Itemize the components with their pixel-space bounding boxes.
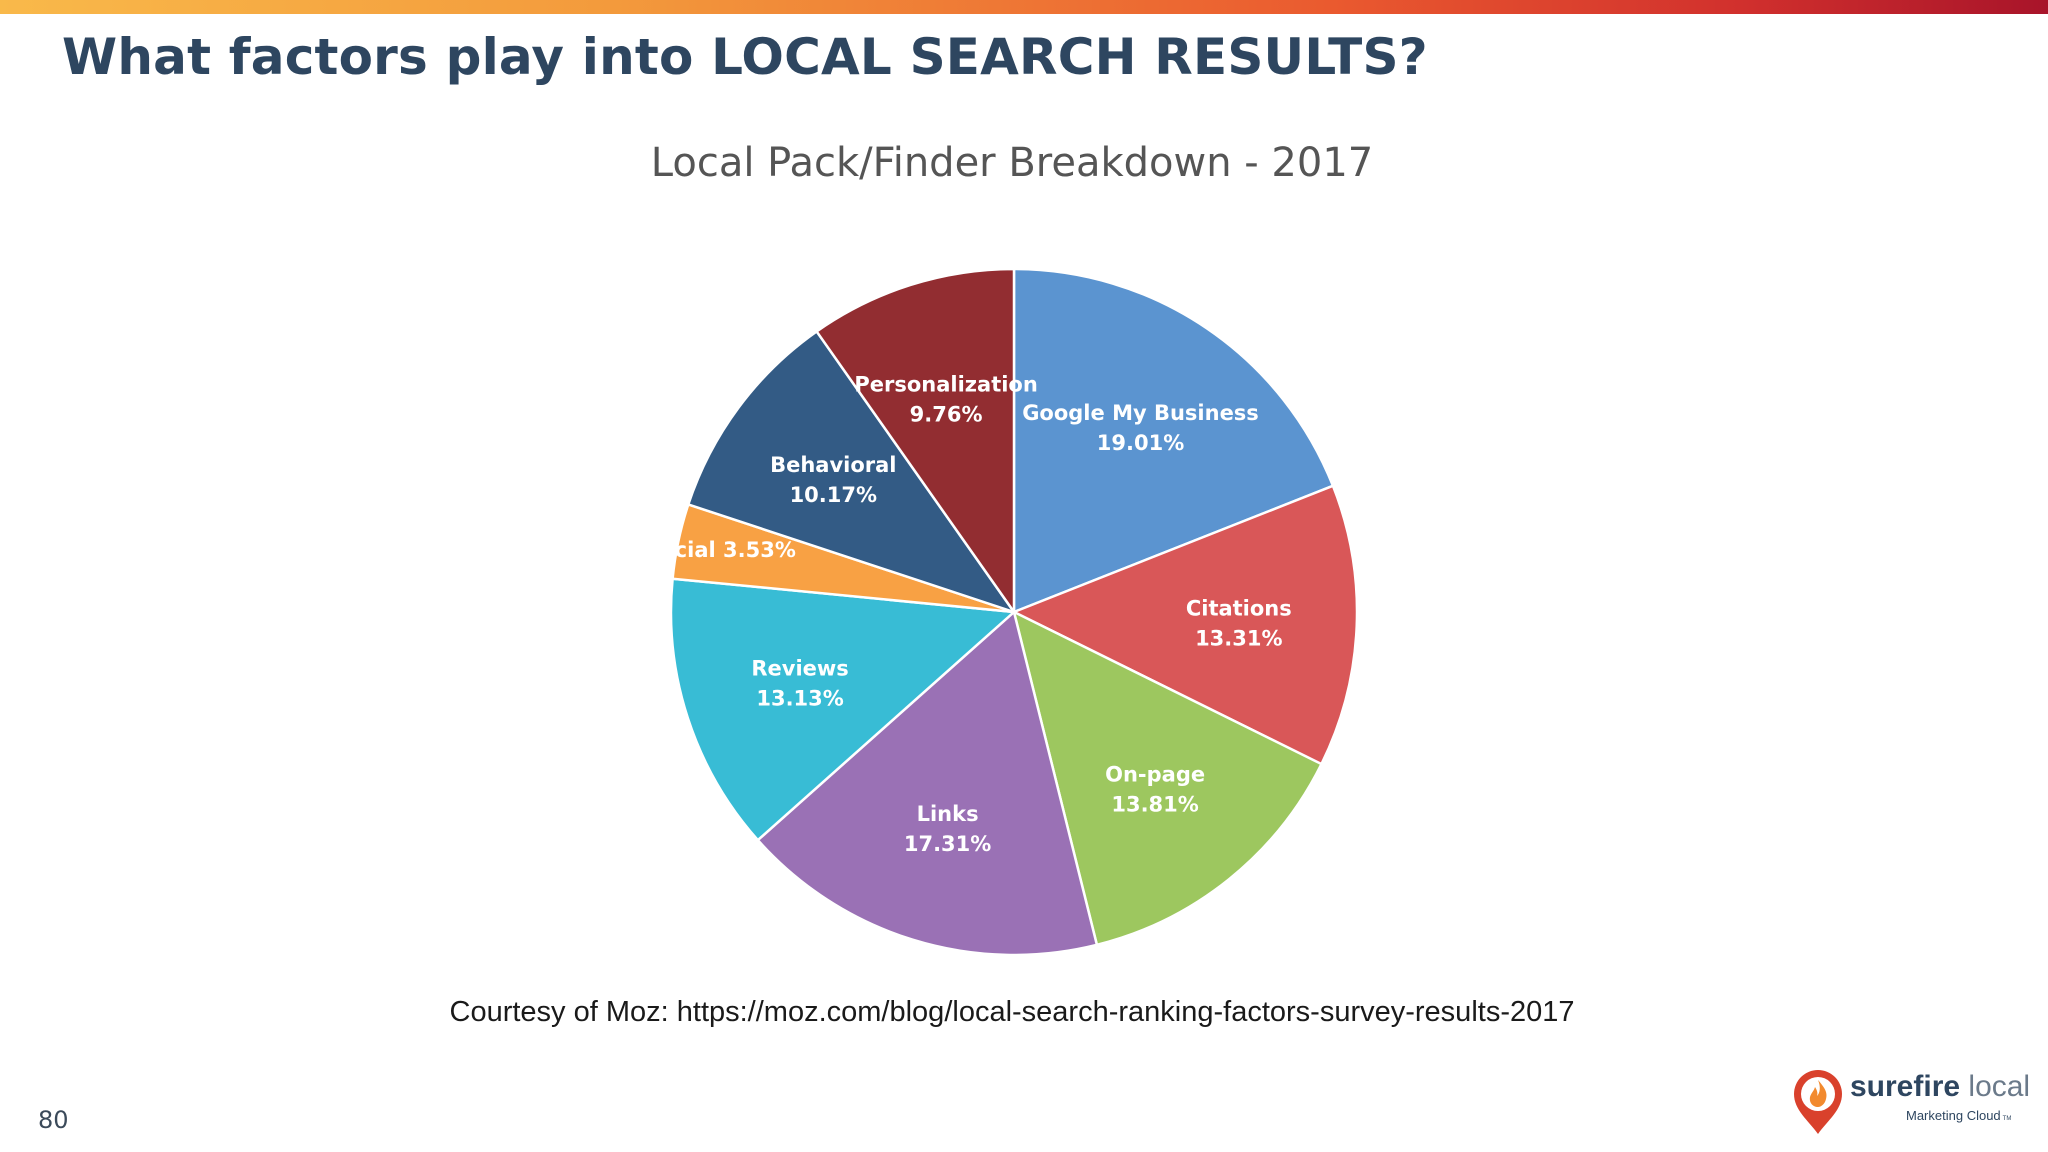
pie-slice-reviews (669, 577, 1016, 842)
slice-value-citations: 13.31% (1195, 626, 1282, 650)
slice-value-links: 17.31% (904, 832, 991, 856)
slice-value-reviews: 13.13% (756, 687, 843, 711)
page-number: 80 (38, 1106, 69, 1134)
pie-slice-behavioral (687, 330, 1016, 614)
slice-label-on-page: On-page (1105, 762, 1205, 786)
slice-value-behavioral: 10.17% (790, 483, 877, 507)
source-credit: Courtesy of Moz: https://moz.com/blog/lo… (449, 996, 1575, 1028)
logo-tagline: Marketing Cloud TM (1906, 1108, 2011, 1123)
pie-chart: Google My Business 19.01% Citations 13.31% O… (645, 267, 1359, 957)
slice-label-links: Links (917, 802, 979, 826)
top-accent-bar (0, 0, 2048, 14)
pie-slice-on-page (1012, 610, 1323, 947)
slice-label-social: Social 3.53% (645, 538, 796, 562)
chart-title: Local Pack/Finder Breakdown - 2017 (650, 140, 1374, 186)
slice-value-on-page: 13.81% (1111, 792, 1198, 816)
pie-slice-links (756, 610, 1099, 957)
slice-label-reviews: Reviews (751, 657, 848, 681)
slice-label-google-my-business: Google My Business (1022, 401, 1259, 425)
surefire-local-logo: surefire local Marketing Cloud TM (1790, 1066, 2030, 1138)
slice-label-citations: Citations (1186, 596, 1292, 620)
pie-slice-citations (1012, 484, 1359, 766)
slice-value-personalization: 9.76% (910, 403, 983, 427)
slice-label-behavioral: Behavioral (770, 453, 896, 477)
logo-trademark: TM (2002, 1116, 2012, 1122)
pie-slice-personalization (815, 267, 1016, 614)
slice-label-personalization: Personalization (854, 373, 1037, 397)
logo-tagline-text: Marketing Cloud (1906, 1108, 2001, 1123)
logo-brand-light: local (1960, 1070, 2031, 1103)
flame-pin-icon (1794, 1070, 1842, 1134)
pie-slice-google-my-business (1012, 267, 1335, 614)
slice-value-google-my-business: 19.01% (1097, 431, 1184, 455)
slide-title: What factors play into LOCAL SEARCH RESU… (62, 28, 1428, 86)
logo-brand-bold: surefire (1850, 1070, 1961, 1103)
logo-wordmark: surefire local (1850, 1070, 2030, 1104)
